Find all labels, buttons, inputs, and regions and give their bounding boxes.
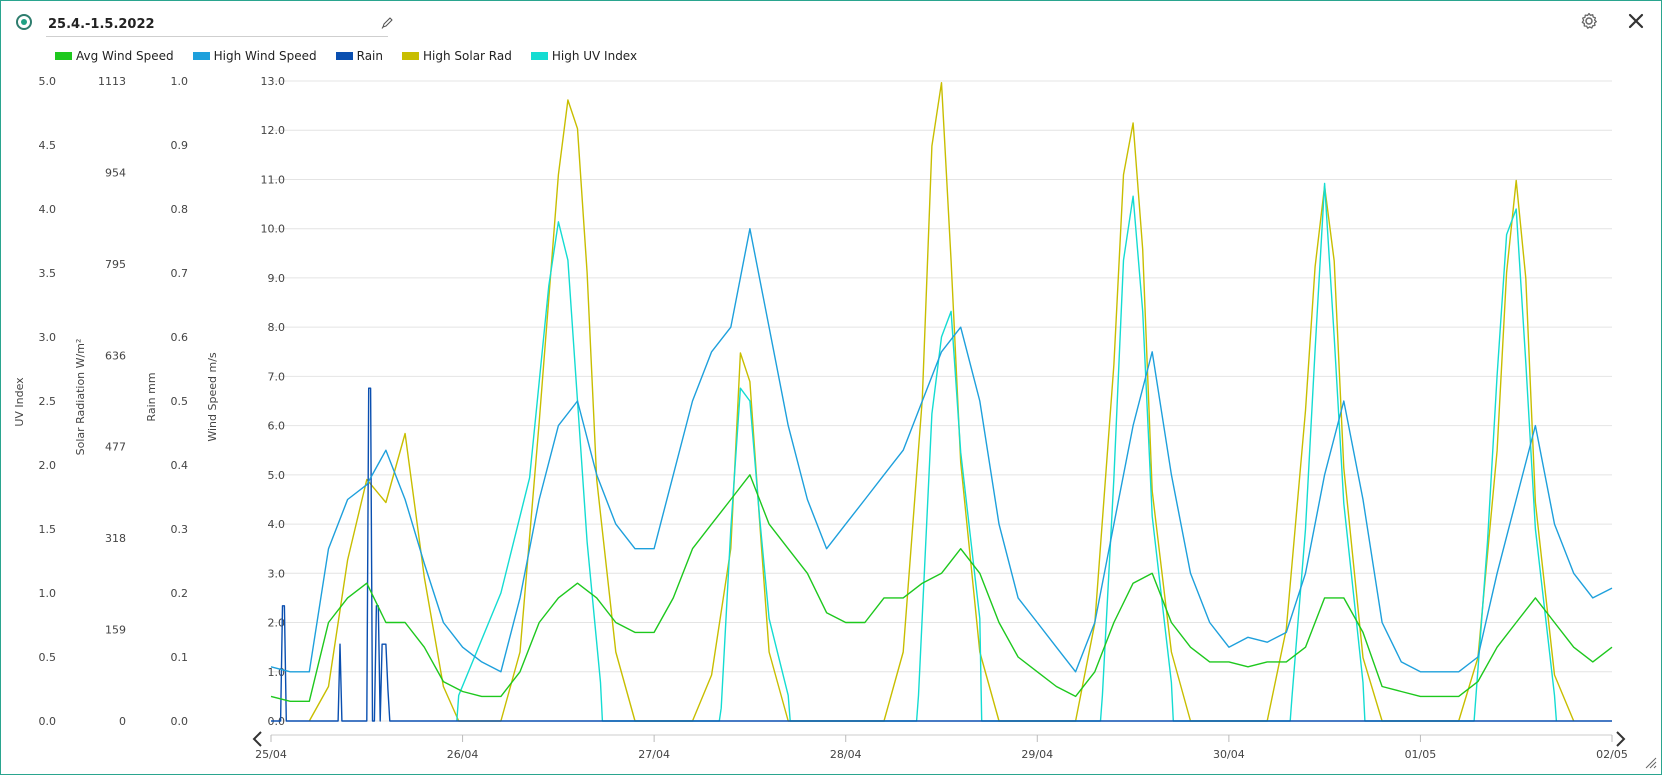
legend-swatch <box>530 52 548 60</box>
y-tick-label: 1113 <box>98 75 126 88</box>
y-tick-label: 0.4 <box>171 459 189 472</box>
legend-item-high-wind-speed[interactable]: High Wind Speed <box>192 49 317 63</box>
legend-label: Rain <box>356 49 383 63</box>
resize-handle-icon[interactable] <box>1645 757 1657 769</box>
y-tick-label: 3.5 <box>39 267 57 280</box>
y-tick-label: 2.0 <box>39 459 57 472</box>
scroll-right-button[interactable] <box>1612 729 1628 749</box>
legend-swatch <box>192 52 210 60</box>
y-tick-label: 318 <box>105 532 126 545</box>
y-tick-label: 795 <box>105 258 126 271</box>
legend-item-high-solar-rad[interactable]: High Solar Rad <box>402 49 512 63</box>
x-tick-label: 28/04 <box>830 748 862 761</box>
y-tick-label: 477 <box>105 441 126 454</box>
x-tick-label: 01/05 <box>1405 748 1437 761</box>
y-tick-label: 0.9 <box>171 139 189 152</box>
y-tick-label: 11.0 <box>261 173 286 186</box>
pencil-icon[interactable] <box>380 16 394 30</box>
y-tick-label: 8.0 <box>268 321 286 334</box>
status-indicator-icon <box>16 14 32 30</box>
legend-item-rain[interactable]: Rain <box>335 49 383 63</box>
y-tick-label: 0.5 <box>171 395 189 408</box>
legend-item-avg-wind-speed[interactable]: Avg Wind Speed <box>55 49 174 63</box>
x-tick-label: 25/04 <box>255 748 287 761</box>
x-tick-label: 27/04 <box>638 748 670 761</box>
x-tick-label: 02/05 <box>1596 748 1628 761</box>
chart-grid <box>271 80 1612 722</box>
y-tick-label: 13.0 <box>261 75 286 88</box>
date-range-field[interactable] <box>46 12 388 37</box>
chart-legend: Avg Wind Speed High Wind Speed Rain High… <box>55 47 656 65</box>
series-line-avg-wind-speed <box>270 474 1613 702</box>
y-axis-title: Solar Radiation W/m² <box>74 339 87 456</box>
header <box>16 12 396 38</box>
y-tick-label: 0.2 <box>171 587 189 600</box>
y-tick-label: 0 <box>119 715 126 728</box>
y-tick-label: 0.0 <box>171 715 189 728</box>
x-tick-label: 26/04 <box>447 748 479 761</box>
legend-label: High Solar Rad <box>423 49 512 63</box>
y-tick-label: 2.5 <box>39 395 57 408</box>
y-tick-label: 9.0 <box>268 272 286 285</box>
x-tick-label: 30/04 <box>1213 748 1245 761</box>
y-tick-label: 0.8 <box>171 203 189 216</box>
scroll-left-button[interactable] <box>250 729 266 749</box>
y-tick-label: 0.5 <box>39 651 57 664</box>
legend-label: High UV Index <box>551 49 638 63</box>
legend-swatch <box>335 52 353 60</box>
legend-item-high-uv-index[interactable]: High UV Index <box>530 49 638 63</box>
y-tick-label: 4.0 <box>268 518 286 531</box>
x-axis: 25/04 26/04 27/04 28/04 29/04 30/04 01/05 02/05 <box>255 734 1628 761</box>
axes-labels: 0.0 0.5 1.0 1.5 2.0 2.5 3.0 3.5 4.0 4.5 5.0 UV Inde… <box>13 75 285 728</box>
y-tick-label: 159 <box>105 624 126 637</box>
y-tick-label: 954 <box>105 166 126 179</box>
series-layer <box>270 81 1613 722</box>
legend-swatch <box>55 52 72 60</box>
series-line-high-solar-rad <box>308 81 1575 722</box>
y-tick-label: 4.0 <box>39 203 57 216</box>
y-tick-label: 0.0 <box>39 715 57 728</box>
y-tick-label: 636 <box>105 349 126 362</box>
close-icon[interactable] <box>1627 12 1645 30</box>
legend-swatch <box>402 52 419 60</box>
y-tick-label: 5.0 <box>268 469 286 482</box>
y-axis-title: Wind Speed m/s <box>206 352 219 442</box>
y-tick-label: 2.0 <box>268 617 286 630</box>
y-tick-label: 12.0 <box>261 124 286 137</box>
y-tick-label: 7.0 <box>268 370 286 383</box>
y-tick-label: 5.0 <box>39 75 57 88</box>
y-tick-label: 3.0 <box>39 331 57 344</box>
y-tick-label: 3.0 <box>268 567 286 580</box>
y-tick-label: 0.7 <box>171 267 189 280</box>
y-tick-label: 1.0 <box>39 587 57 600</box>
y-tick-label: 0.6 <box>171 331 189 344</box>
series-line-high-wind-speed <box>270 227 1613 673</box>
y-tick-label: 6.0 <box>268 420 286 433</box>
series-line-rain <box>271 387 1612 722</box>
y-tick-label: 10.0 <box>261 223 286 236</box>
y-tick-label: 1.5 <box>39 523 57 536</box>
x-tick-label: 29/04 <box>1021 748 1053 761</box>
y-tick-label: 0.3 <box>171 523 189 536</box>
y-tick-label: 4.5 <box>39 139 57 152</box>
y-axis-title: Rain mm <box>145 372 158 421</box>
y-tick-label: 1.0 <box>171 75 189 88</box>
legend-label: High Wind Speed <box>213 49 317 63</box>
legend-label: Avg Wind Speed <box>76 49 174 63</box>
y-axis-title: UV Index <box>13 377 26 427</box>
gear-icon[interactable] <box>1579 11 1599 31</box>
y-tick-label: 0.1 <box>171 651 189 664</box>
